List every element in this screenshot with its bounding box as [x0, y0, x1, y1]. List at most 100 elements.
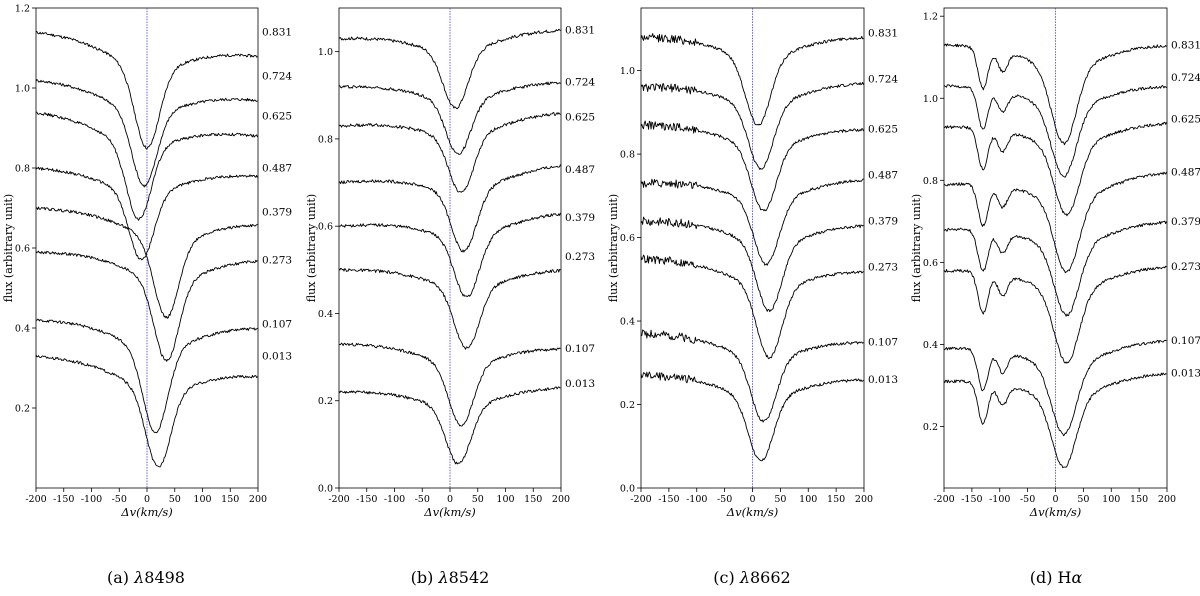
panel-c-xlabel: Δv(km/s)	[726, 505, 778, 519]
panel-c-ylabel: flux (arbitrary unit)	[607, 194, 620, 302]
panel-d-ytick-label: 0.4	[923, 340, 938, 351]
panel-d-ytick-label: 1.0	[923, 94, 938, 105]
panel-a-xtick-label: 100	[193, 494, 211, 505]
panel-b: -200 -150 -100 -50 0 50 100 150 200 0.0 0.2 0.4 0.6 0…	[305, 7, 595, 519]
panel-d-ytick-label: 0.6	[923, 258, 938, 269]
panel-c: -200 -150 -100 -50 0 50 100 150 200 0.0 0.2 0.4 0.6 0…	[607, 7, 898, 519]
panel-a-series-label: 0.107	[262, 319, 292, 331]
panel-a-series-label: 0.625	[262, 111, 292, 123]
caption-c-symbol: λ	[739, 568, 750, 587]
caption-a: (a) λ8498	[107, 568, 185, 587]
caption-d-prefix: (d) H	[1029, 568, 1072, 587]
panel-c-ytick-label: 0.0	[620, 484, 635, 495]
panel-c-series-label: 0.013	[868, 374, 898, 386]
panel-c-ytick-label: 0.4	[620, 317, 635, 328]
panel-b-series-line	[338, 112, 561, 193]
caption-a-prefix: (a)	[107, 568, 135, 587]
panel-c-xtick-label: -100	[686, 494, 707, 505]
panel-a-xtick-label: 150	[221, 494, 239, 505]
panel-b-series-line	[338, 28, 561, 110]
panel-b-series-line	[338, 267, 561, 350]
panel-b-xtick-label: 200	[552, 494, 570, 505]
panel-a-xtick-label: 200	[249, 494, 267, 505]
caption-b: (b) λ8542	[411, 568, 490, 587]
panel-a-series-label: 0.724	[262, 71, 292, 83]
panel-b-series-label: 0.013	[565, 378, 595, 390]
panel-a-series-line	[35, 206, 258, 319]
panel-b-ytick-label: 0.8	[318, 134, 333, 145]
panel-d-series-line	[943, 265, 1167, 364]
panel-a-series-line	[35, 250, 258, 362]
panel-d-xtick-label: 200	[1158, 494, 1176, 505]
caption-b-symbol: λ	[438, 568, 449, 587]
panel-b-ytick-label: 0.6	[318, 222, 333, 233]
panel-c-xtick-label: 100	[799, 494, 817, 505]
panel-d-xtick-label: -50	[1020, 494, 1035, 505]
panel-c-series-line	[640, 216, 864, 313]
panel-b-xtick-label: -50	[415, 494, 430, 505]
panel-c-xtick-label: -200	[630, 494, 651, 505]
panel-a-xtick-label: -100	[81, 494, 102, 505]
panel-d-xtick-label: 50	[1077, 494, 1089, 505]
panel-c-series-line	[640, 120, 864, 212]
panel-a-xtick-label: -50	[112, 494, 127, 505]
panel-d: -200 -150 -100 -50 0 50 100 150 200 0.2 0.4 0.6 0.8 1…	[910, 7, 1200, 519]
panel-c-ytick-label: 1.0	[620, 66, 635, 77]
panel-b-xlabel: Δv(km/s)	[423, 505, 475, 519]
panel-a: -200 -150 -100 -50 0 50 100 150 200 0.2 0.4 0.6 0.8 1…	[2, 4, 292, 520]
panel-d-xtick-label: -200	[933, 494, 954, 505]
panel-b-series-label: 0.107	[565, 343, 595, 355]
panel-d-series-line	[943, 372, 1167, 469]
panel-d-series-label: 0.273	[1171, 261, 1200, 273]
panel-b-ytick-label: 0.2	[318, 396, 333, 407]
panel-d-series-line	[943, 121, 1167, 217]
panel-d-series-line	[943, 339, 1167, 437]
panel-c-ytick-label: 0.8	[620, 150, 635, 161]
panel-b-series-label: 0.379	[565, 212, 595, 224]
panel-b-xtick-label: 50	[472, 494, 484, 505]
caption-b-suffix: 8542	[448, 568, 490, 587]
panel-c-ytick-label: 0.6	[620, 233, 635, 244]
panel-c-series-label: 0.831	[868, 28, 898, 40]
panel-b-series-label: 0.831	[565, 24, 595, 36]
panel-b-series-line	[338, 386, 561, 465]
caption-d: (d) Hα	[1030, 568, 1083, 587]
panel-d-series-label: 0.724	[1171, 72, 1200, 84]
panel-b-ylabel: flux (arbitrary unit)	[305, 194, 318, 302]
panel-c-series-line	[640, 33, 864, 126]
panel-b-series-line	[338, 212, 561, 298]
panel-a-series-line	[35, 166, 258, 261]
caption-c: (c) λ8662	[713, 568, 790, 587]
panel-d-series-line	[943, 220, 1167, 317]
panel-c-xtick-label: 150	[827, 494, 845, 505]
panel-a-series-line	[35, 111, 258, 221]
panel-c-xtick-label: 200	[855, 494, 873, 505]
panel-b-xtick-label: -200	[328, 494, 349, 505]
panel-d-ylabel: flux (arbitrary unit)	[910, 194, 923, 302]
panel-c-ytick-label: 0.2	[620, 400, 635, 411]
panel-a-ylabel: flux (arbitrary unit)	[2, 194, 15, 302]
panel-a-xtick-label: 50	[169, 494, 181, 505]
panel-d-ytick-label: 0.2	[923, 422, 938, 433]
panel-b-series-label: 0.724	[565, 77, 595, 89]
panel-c-xtick-label: 0	[749, 494, 755, 505]
panel-c-series-line	[640, 81, 864, 170]
panel-c-series-label: 0.379	[868, 215, 898, 227]
panel-d-series-line	[943, 43, 1167, 146]
panel-d-series-label: 0.625	[1171, 113, 1200, 125]
panel-a-xtick-label: -200	[25, 494, 46, 505]
panel-b-series-line	[338, 164, 561, 253]
panel-a-series-label: 0.013	[262, 351, 292, 363]
panel-d-series-label: 0.107	[1171, 335, 1200, 347]
panel-d-series-line	[943, 171, 1167, 274]
panel-b-xtick-label: -150	[356, 494, 377, 505]
panel-a-series-label: 0.273	[262, 255, 292, 267]
caption-d-symbol: α	[1071, 568, 1083, 587]
panel-b-series-line	[338, 342, 561, 427]
panel-d-series-label: 0.013	[1171, 368, 1200, 380]
panel-b-ytick-label: 0.4	[318, 309, 333, 320]
panel-c-series-line	[640, 329, 864, 423]
panel-b-xtick-label: -100	[384, 494, 405, 505]
